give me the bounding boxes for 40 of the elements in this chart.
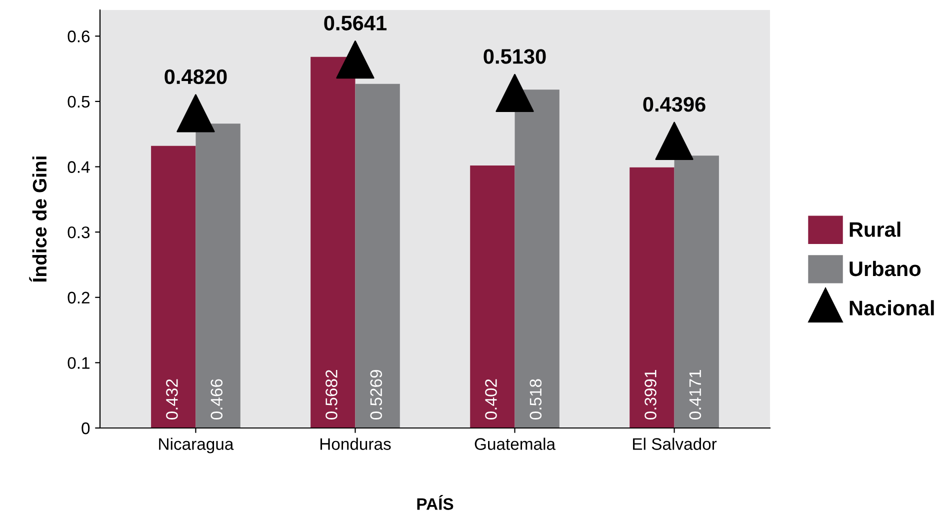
point bbox=[176, 94, 215, 132]
data-label: 0.4820 bbox=[164, 69, 227, 84]
data-label: 0.5682 bbox=[326, 370, 338, 420]
x-tick-label: Guatemala bbox=[474, 438, 556, 450]
y-tick-label: 0.6 bbox=[68, 30, 90, 42]
data-label: 0.466 bbox=[210, 379, 223, 420]
bar bbox=[196, 124, 240, 428]
data-label: 0.4171 bbox=[689, 370, 702, 420]
bar bbox=[630, 167, 674, 428]
y-tick-label: 0.3 bbox=[68, 226, 90, 238]
point bbox=[496, 74, 534, 112]
data-label: 0.402 bbox=[485, 379, 497, 420]
bar bbox=[151, 146, 196, 428]
x-tick-label: Honduras bbox=[320, 438, 391, 450]
point bbox=[336, 40, 374, 79]
x-tick-label: Nicaragua bbox=[159, 438, 234, 454]
x-tick-label: El Salvador bbox=[633, 438, 717, 450]
bar bbox=[355, 84, 400, 428]
y-tick-label: 0 bbox=[82, 422, 90, 434]
legend-label: Nacional bbox=[850, 300, 934, 316]
data-label: 0.5130 bbox=[484, 49, 546, 64]
y-tick-label: 0.2 bbox=[68, 292, 90, 304]
data-label: 0.4396 bbox=[643, 97, 706, 112]
data-label: 0.432 bbox=[166, 379, 178, 420]
x-axis-title: PAÍS bbox=[417, 495, 454, 510]
legend-label: Rural bbox=[850, 222, 900, 237]
bar bbox=[310, 56, 356, 428]
y-tick-label: 0.4 bbox=[68, 161, 90, 173]
point bbox=[655, 122, 694, 160]
data-label: 0.5641 bbox=[324, 16, 387, 30]
bar bbox=[470, 165, 515, 428]
data-label: 0.5269 bbox=[370, 370, 382, 420]
data-label: 0.3991 bbox=[644, 370, 656, 420]
y-tick-label: 0.1 bbox=[68, 357, 90, 369]
y-axis-title: Índice de Gini bbox=[29, 156, 47, 282]
legend-label: Urbano bbox=[850, 260, 921, 276]
y-tick-label: 0.5 bbox=[68, 96, 90, 108]
data-label: 0.518 bbox=[530, 379, 542, 420]
bar bbox=[514, 90, 560, 428]
bar bbox=[674, 156, 719, 428]
